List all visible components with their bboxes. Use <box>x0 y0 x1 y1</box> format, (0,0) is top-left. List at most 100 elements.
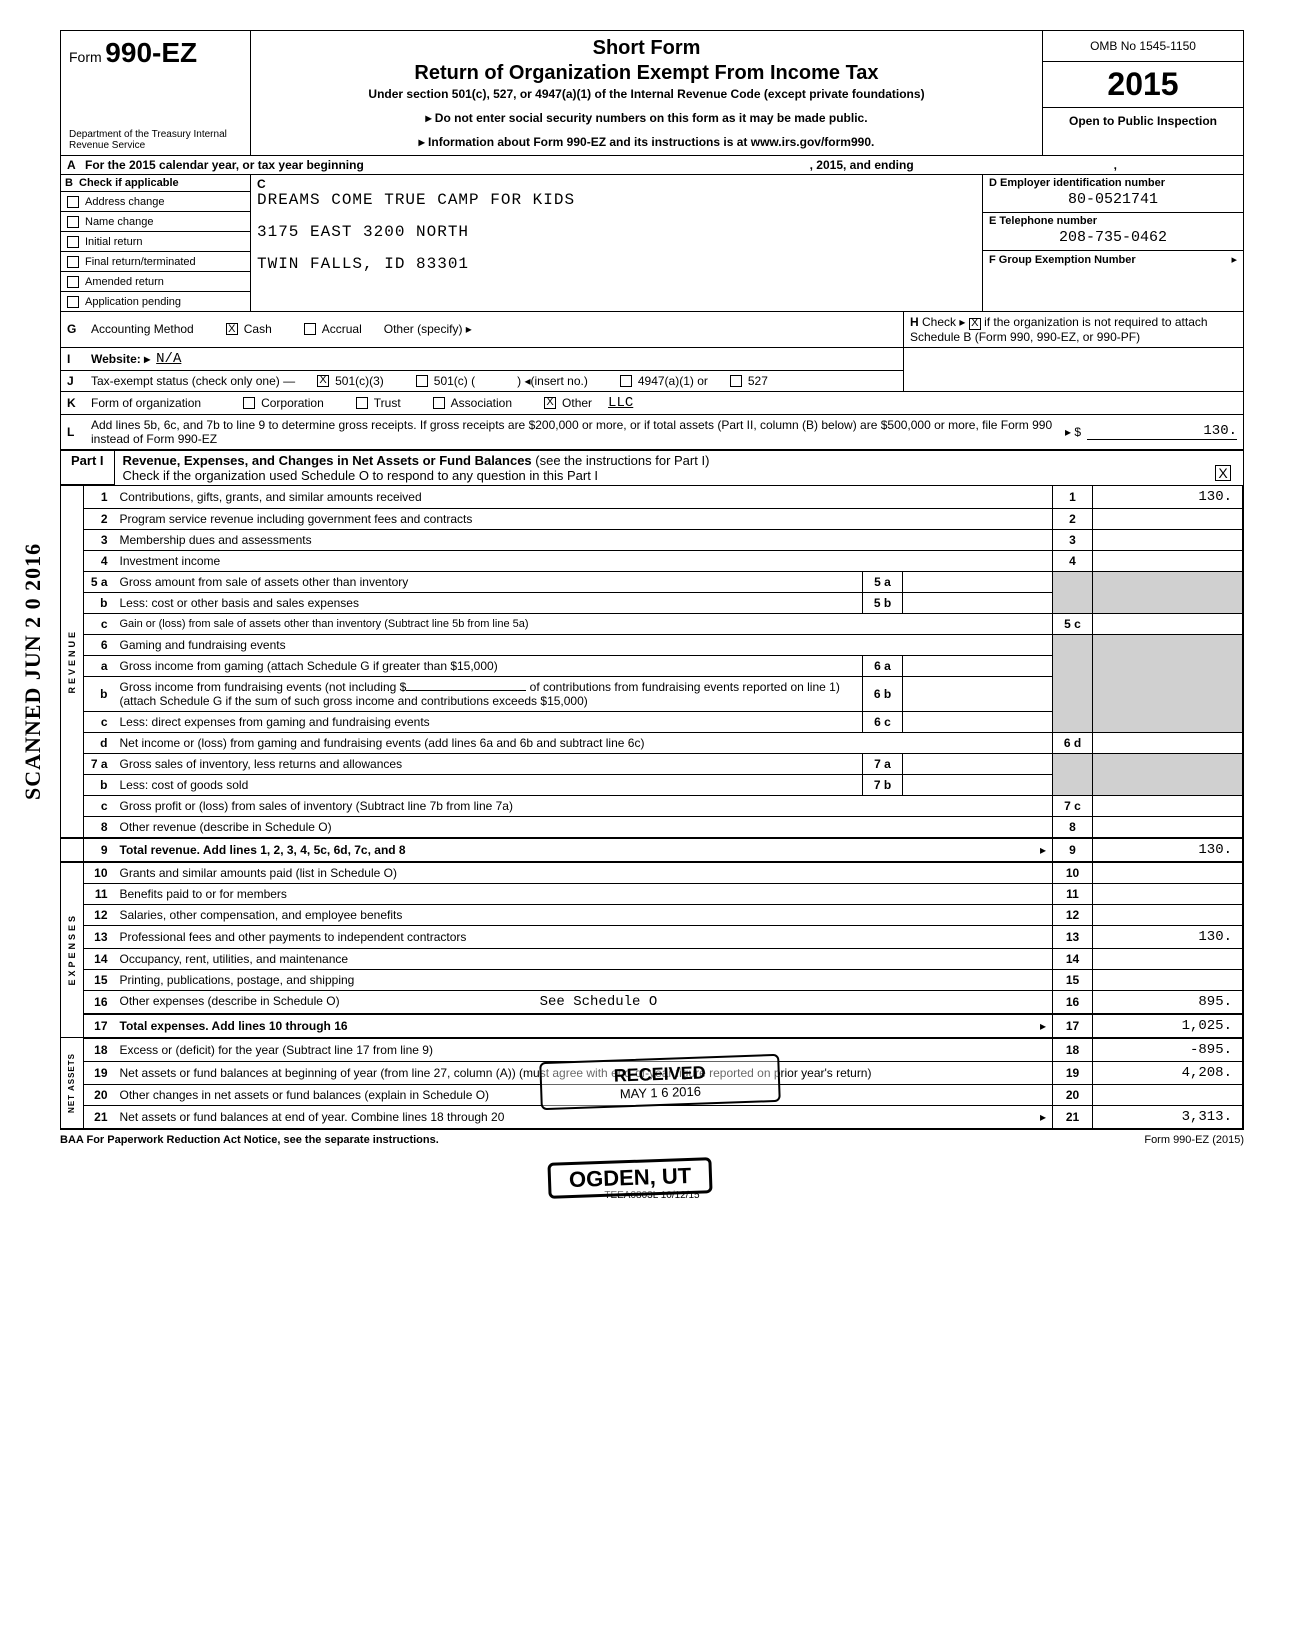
l5a-in: 5 a <box>863 571 903 592</box>
chk-accrual[interactable] <box>304 323 316 335</box>
l15-desc: Printing, publications, postage, and shi… <box>114 969 1053 990</box>
l16-val: 895. <box>1093 990 1243 1014</box>
chk-501c[interactable] <box>416 375 428 387</box>
row-g-text: Accounting Method <box>91 322 194 336</box>
l4-n: 4 <box>84 550 114 571</box>
l5c-n: c <box>84 613 114 634</box>
row-a-text2: , 2015, and ending <box>810 158 914 172</box>
l5a-desc: Gross amount from sale of assets other t… <box>114 571 863 592</box>
l20-desc: Other changes in net assets or fund bala… <box>114 1084 1053 1105</box>
note-ssn: ▸ Do not enter social security numbers o… <box>261 111 1032 125</box>
chk-amended[interactable] <box>67 276 79 288</box>
l1-val: 130. <box>1093 486 1243 509</box>
other-org-label: Other <box>562 396 592 410</box>
row-k: K Form of organization Corporation Trust… <box>61 392 1243 415</box>
l7b-in: 7 b <box>863 774 903 795</box>
l10-desc: Grants and similar amounts paid (list in… <box>114 862 1053 884</box>
side-expenses: EXPENSES <box>61 862 84 1038</box>
public-inspection: Open to Public Inspection <box>1043 108 1243 134</box>
title-return: Return of Organization Exempt From Incom… <box>261 62 1032 85</box>
chk-501c3[interactable]: X <box>317 375 329 387</box>
header-title: Short Form Return of Organization Exempt… <box>251 31 1043 155</box>
label-g: G <box>67 322 85 336</box>
l15-n: 15 <box>84 969 114 990</box>
row-k-text: Form of organization <box>91 396 201 410</box>
l4-val <box>1093 550 1243 571</box>
chk-pending[interactable] <box>67 296 79 308</box>
chk-schedule-b[interactable]: X <box>969 318 981 330</box>
corp-label: Corporation <box>261 396 324 410</box>
l6a-desc: Gross income from gaming (attach Schedul… <box>114 655 863 676</box>
l7a-in: 7 a <box>863 753 903 774</box>
l10-n: 10 <box>84 862 114 884</box>
l7-shade <box>1053 753 1093 795</box>
l9-ln: 9 <box>1053 838 1093 862</box>
chk-trust[interactable] <box>356 397 368 409</box>
assoc-label: Association <box>451 396 512 410</box>
l5b-in: 5 b <box>863 592 903 613</box>
l5b-n: b <box>84 592 114 613</box>
chk-cash[interactable]: X <box>226 323 238 335</box>
label-e: E Telephone number <box>989 215 1097 227</box>
l9-desc-wrap: Total revenue. Add lines 1, 2, 3, 4, 5c,… <box>114 838 1053 862</box>
l14-desc: Occupancy, rent, utilities, and maintena… <box>114 948 1053 969</box>
chk-schedule-o[interactable]: X <box>1215 465 1231 481</box>
l6c-desc: Less: direct expenses from gaming and fu… <box>114 711 863 732</box>
l6d-n: d <box>84 732 114 753</box>
l11-val <box>1093 883 1243 904</box>
chk-initial[interactable] <box>67 236 79 248</box>
l3-val <box>1093 529 1243 550</box>
row-l: L Add lines 5b, 6c, and 7b to line 9 to … <box>61 415 1243 449</box>
l10-val <box>1093 862 1243 884</box>
label-a: A <box>67 158 85 172</box>
chk-4947[interactable] <box>620 375 632 387</box>
cash-label: Cash <box>244 322 272 336</box>
l5a-n: 5 a <box>84 571 114 592</box>
label-f: F Group Exemption Number <box>989 254 1136 266</box>
accrual-label: Accrual <box>322 322 362 336</box>
chk-corp[interactable] <box>243 397 255 409</box>
part1-table: REVENUE 1 Contributions, gifts, grants, … <box>61 486 1243 1129</box>
website-value: N/A <box>156 351 181 367</box>
l1-desc: Contributions, gifts, grants, and simila… <box>114 486 1053 509</box>
chk-other-org[interactable]: X <box>544 397 556 409</box>
l2-desc: Program service revenue including govern… <box>114 508 1053 529</box>
tax-year: 2015 <box>1043 62 1243 108</box>
l14-ln: 14 <box>1053 948 1093 969</box>
l15-ln: 15 <box>1053 969 1093 990</box>
l13-n: 13 <box>84 925 114 948</box>
l11-n: 11 <box>84 883 114 904</box>
l7c-n: c <box>84 795 114 816</box>
form-label: Form <box>69 49 102 65</box>
l18-ln: 18 <box>1053 1038 1093 1062</box>
l6b-desc: Gross income from fundraising events (no… <box>120 680 407 694</box>
chk-assoc[interactable] <box>433 397 445 409</box>
org-addr1: 3175 EAST 3200 NORTH <box>257 223 976 241</box>
501c-insert: ) ◂(insert no.) <box>517 374 588 388</box>
chk-527[interactable] <box>730 375 742 387</box>
l6a-iv <box>903 655 1053 676</box>
row-h: H Check ▸ X if the organization is not r… <box>903 312 1243 347</box>
l17-desc-wrap: Total expenses. Add lines 10 through 16▸ <box>114 1014 1053 1038</box>
chk-final[interactable] <box>67 256 79 268</box>
l16-n: 16 <box>84 990 114 1014</box>
l21-val: 3,313. <box>1093 1105 1243 1128</box>
l21-n: 21 <box>84 1105 114 1128</box>
ein-value: 80-0521741 <box>989 189 1237 210</box>
scanned-stamp: SCANNED JUN 2 0 2016 <box>20 543 46 800</box>
website-label: Website: ▸ <box>91 352 150 366</box>
chk-name[interactable] <box>67 216 79 228</box>
l12-ln: 12 <box>1053 904 1093 925</box>
chk-address-label: Address change <box>85 196 165 208</box>
side-assets: NET ASSETS <box>61 1038 84 1129</box>
row-l-arrow: ▸ $ <box>1065 425 1081 439</box>
l16-desc: Other expenses (describe in Schedule O) <box>120 994 340 1008</box>
trust-label: Trust <box>374 396 401 410</box>
l17-ln: 17 <box>1053 1014 1093 1038</box>
chk-address[interactable] <box>67 196 79 208</box>
l3-desc: Membership dues and assessments <box>114 529 1053 550</box>
chk-final-label: Final return/terminated <box>85 256 196 268</box>
l7-shade-v <box>1093 753 1243 795</box>
l15-val <box>1093 969 1243 990</box>
l3-n: 3 <box>84 529 114 550</box>
